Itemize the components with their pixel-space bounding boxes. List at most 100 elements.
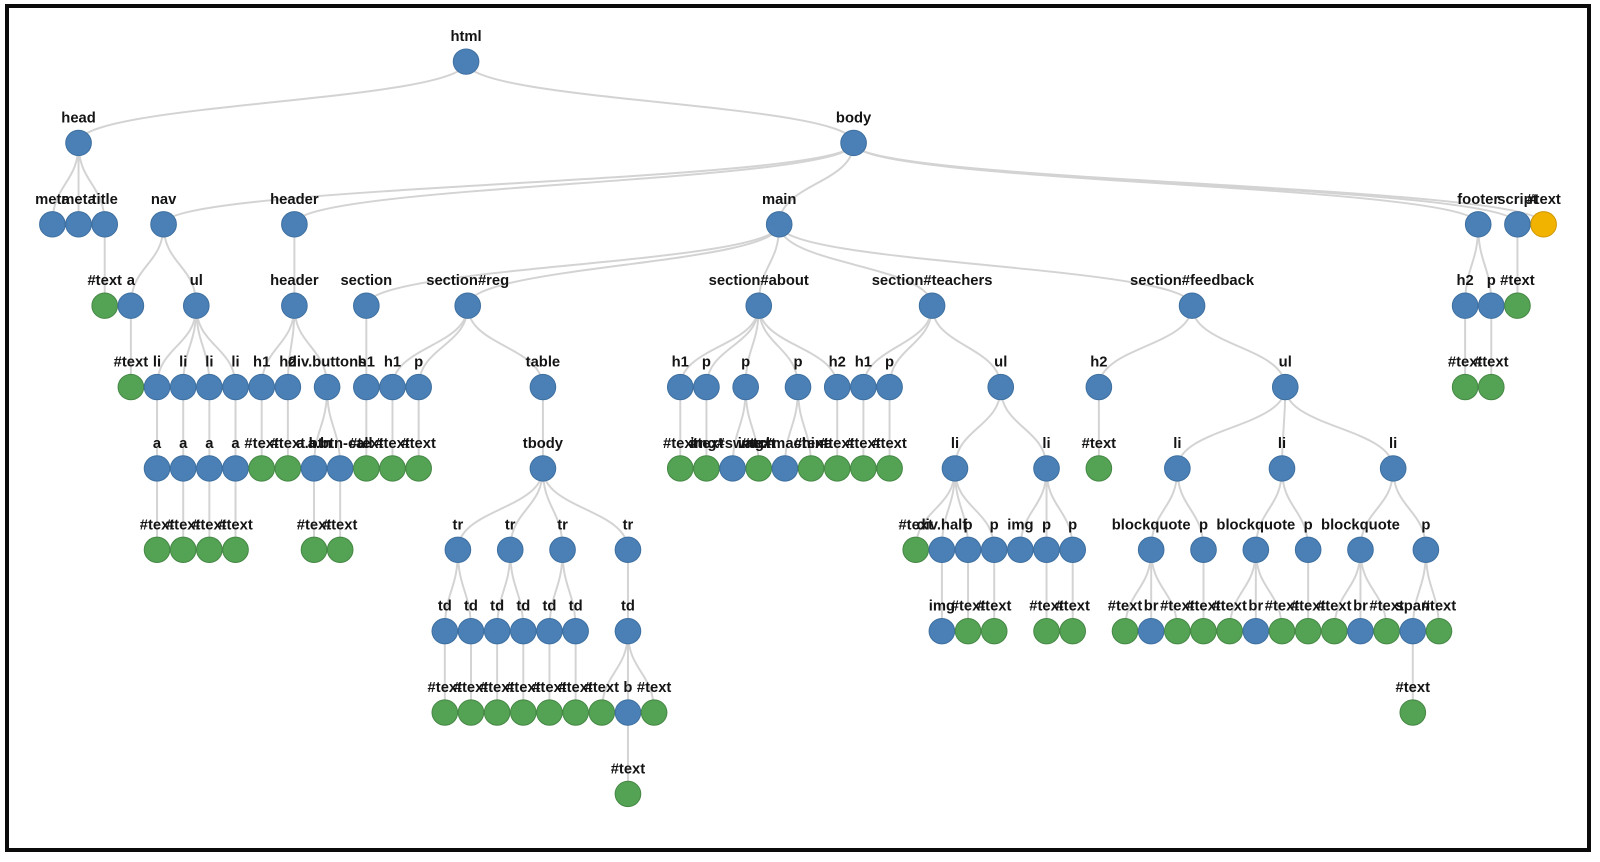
text-node-circle[interactable] [457, 699, 485, 726]
element-node-circle[interactable] [562, 618, 589, 645]
element-node-circle[interactable] [326, 455, 354, 482]
text-node-circle[interactable] [300, 536, 328, 563]
element-node-circle[interactable] [222, 455, 249, 482]
element-node-circle[interactable] [719, 455, 746, 482]
element-node-circle[interactable] [39, 211, 66, 238]
text-node-circle[interactable] [980, 618, 1008, 645]
element-node-circle[interactable] [1477, 292, 1505, 319]
element-node-circle[interactable] [248, 373, 276, 401]
element-node-circle[interactable] [274, 373, 302, 401]
text-node-circle[interactable] [222, 536, 249, 563]
text-node-circle[interactable] [1425, 618, 1453, 645]
text-node-circle[interactable] [1033, 618, 1060, 645]
text-node-circle[interactable] [143, 536, 171, 563]
element-node-circle[interactable] [300, 455, 328, 482]
element-node-circle[interactable] [313, 373, 341, 401]
element-node-circle[interactable] [91, 211, 119, 238]
text-node-circle[interactable] [1268, 618, 1296, 645]
element-node-circle[interactable] [1059, 536, 1087, 563]
element-node-circle[interactable] [117, 292, 145, 319]
element-node-circle[interactable] [143, 373, 171, 401]
text-node-circle[interactable] [1320, 618, 1348, 645]
element-node-circle[interactable] [281, 211, 308, 238]
element-node-circle[interactable] [1137, 536, 1165, 563]
text-node-circle[interactable] [353, 455, 380, 482]
text-node-circle[interactable] [326, 536, 354, 563]
element-node-circle[interactable] [1190, 536, 1217, 563]
text-node-circle[interactable] [1373, 618, 1400, 645]
text-node-circle[interactable] [1477, 373, 1505, 401]
text-node-circle[interactable] [666, 455, 694, 482]
text-node-circle[interactable] [850, 455, 877, 482]
element-node-circle[interactable] [457, 618, 485, 645]
text-node-circle[interactable] [1059, 618, 1087, 645]
element-node-circle[interactable] [765, 211, 793, 238]
element-node-circle[interactable] [452, 48, 480, 75]
element-node-circle[interactable] [840, 129, 867, 157]
text-node-circle[interactable] [954, 618, 982, 645]
text-node-circle[interactable] [483, 699, 511, 726]
element-node-circle[interactable] [1464, 211, 1492, 238]
element-node-circle[interactable] [954, 536, 982, 563]
element-node-circle[interactable] [771, 455, 799, 482]
element-node-circle[interactable] [281, 292, 308, 319]
element-node-circle[interactable] [1347, 618, 1374, 645]
text-node-circle[interactable] [1085, 455, 1113, 482]
text-node-circle[interactable] [431, 699, 459, 726]
element-node-circle[interactable] [1379, 455, 1407, 482]
text-node-circle[interactable] [536, 699, 563, 726]
element-node-circle[interactable] [169, 373, 197, 401]
element-node-circle[interactable] [1033, 536, 1060, 563]
element-node-circle[interactable] [509, 618, 537, 645]
element-node-circle[interactable] [1164, 455, 1191, 482]
text-node-circle[interactable] [1504, 292, 1531, 319]
text-node-circle[interactable] [169, 536, 197, 563]
element-node-circle[interactable] [850, 373, 877, 401]
element-node-circle[interactable] [150, 211, 177, 238]
text-node-circle[interactable] [1294, 618, 1322, 645]
text-node-circle[interactable] [640, 699, 668, 726]
text-node-circle[interactable] [1164, 618, 1191, 645]
text-node-circle[interactable] [823, 455, 851, 482]
text-node-circle[interactable] [745, 455, 773, 482]
element-node-circle[interactable] [196, 373, 223, 401]
element-node-circle[interactable] [1294, 536, 1322, 563]
element-node-circle[interactable] [614, 618, 642, 645]
element-node-circle[interactable] [1347, 536, 1374, 563]
element-node-circle[interactable] [666, 373, 694, 401]
element-node-circle[interactable] [1412, 536, 1440, 563]
element-node-circle[interactable] [1085, 373, 1113, 401]
element-node-circle[interactable] [1242, 618, 1270, 645]
element-node-circle[interactable] [876, 373, 903, 401]
text-node-circle[interactable] [274, 455, 302, 482]
element-node-circle[interactable] [353, 292, 380, 319]
element-node-circle[interactable] [549, 536, 576, 563]
element-node-circle[interactable] [1242, 536, 1270, 563]
text-node-circle[interactable] [797, 455, 825, 482]
element-node-circle[interactable] [529, 373, 557, 401]
text-node-circle[interactable] [248, 455, 276, 482]
text-node-circle[interactable] [693, 455, 720, 482]
element-node-circle[interactable] [941, 455, 969, 482]
element-node-circle[interactable] [405, 373, 432, 401]
element-node-circle[interactable] [1033, 455, 1060, 482]
element-node-circle[interactable] [1271, 373, 1299, 401]
element-node-circle[interactable] [784, 373, 812, 401]
element-node-circle[interactable] [1451, 292, 1479, 319]
text-node-circle[interactable] [91, 292, 119, 319]
element-node-circle[interactable] [1178, 292, 1206, 319]
element-node-circle[interactable] [614, 699, 642, 726]
element-node-circle[interactable] [496, 536, 524, 563]
element-node-circle[interactable] [1007, 536, 1034, 563]
element-node-circle[interactable] [928, 536, 956, 563]
text-node-circle[interactable] [562, 699, 589, 726]
element-node-circle[interactable] [65, 211, 92, 238]
element-node-circle[interactable] [431, 618, 459, 645]
element-node-circle[interactable] [483, 618, 511, 645]
element-node-circle[interactable] [222, 373, 249, 401]
text-node-circle[interactable] [1399, 699, 1427, 726]
element-node-circle[interactable] [918, 292, 946, 319]
text-node-circle[interactable] [405, 455, 432, 482]
element-node-circle[interactable] [745, 292, 773, 319]
element-node-circle[interactable] [693, 373, 720, 401]
